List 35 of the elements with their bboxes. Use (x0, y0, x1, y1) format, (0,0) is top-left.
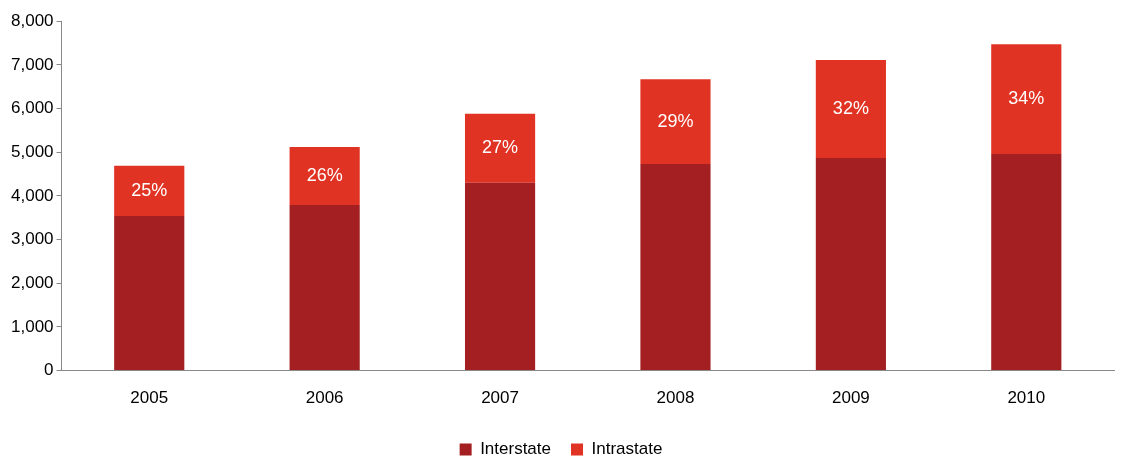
x-tick-label: 2010 (1007, 388, 1046, 408)
y-tick-label: 6,000 (10, 98, 54, 118)
x-tick-label: 2006 (305, 388, 344, 408)
y-tick-label: 3,000 (10, 229, 54, 249)
y-tick-label: 0 (44, 360, 54, 380)
bar (289, 205, 360, 371)
x-tick-label: 2009 (831, 388, 870, 408)
annotation: 27% (482, 137, 519, 158)
bar (464, 182, 536, 371)
y-tick-label: 5,000 (10, 141, 54, 161)
x-tick-label: 2005 (130, 388, 169, 408)
bar (640, 79, 711, 165)
bar (289, 146, 360, 206)
bar (114, 165, 185, 216)
annotation: 29% (657, 110, 694, 131)
y-tick-label: 2,000 (10, 272, 54, 292)
annotation: 34% (1008, 88, 1045, 109)
annotation: 32% (832, 97, 869, 118)
bar (114, 215, 185, 371)
y-tick-label: 8,000 (10, 10, 54, 30)
annotation: 25% (131, 179, 168, 200)
annotation: 26% (306, 165, 343, 185)
y-tick-label: 7,000 (10, 54, 54, 74)
legend-label: Intrastate (591, 439, 663, 459)
bar (464, 113, 536, 183)
y-tick-label: 1,000 (10, 316, 54, 336)
bar (815, 157, 886, 371)
legend-label: Interstate (480, 439, 551, 459)
y-tick-label: 4,000 (10, 185, 54, 205)
x-tick-label: 2008 (656, 388, 695, 408)
x-tick-label: 2007 (481, 388, 519, 408)
bar (991, 153, 1062, 371)
bar (640, 164, 711, 371)
bar (815, 60, 886, 158)
bar (991, 44, 1062, 154)
